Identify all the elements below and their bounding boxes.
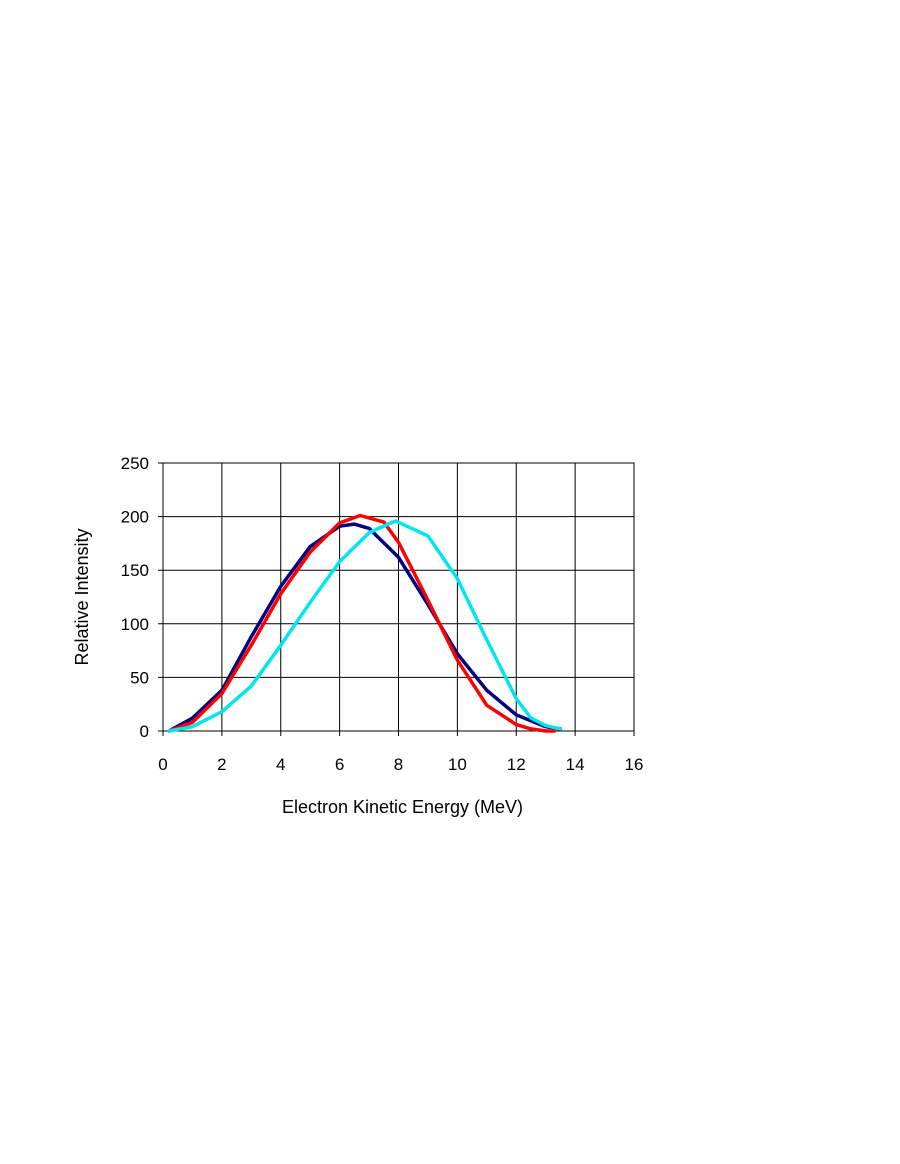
series-layer	[167, 513, 563, 733]
y-axis-label: Relative Intensity	[72, 528, 92, 665]
x-tick-label: 12	[507, 755, 526, 774]
x-tick-label: 0	[158, 755, 167, 774]
y-tick-label: 100	[121, 615, 149, 634]
x-tick-label: 2	[217, 755, 226, 774]
series-line-1	[167, 522, 563, 733]
y-tick-labels: 0 50 100 150 200 250	[121, 454, 149, 741]
y-tick-label: 50	[130, 668, 149, 687]
y-tick-label: 200	[121, 508, 149, 527]
plot-area	[162, 462, 635, 732]
x-tick-label: 4	[276, 755, 285, 774]
x-axis-label: Electron Kinetic Energy (MeV)	[282, 797, 523, 817]
x-tick-label: 6	[335, 755, 344, 774]
series-line-3	[167, 519, 563, 733]
y-tick-label: 250	[121, 454, 149, 473]
x-tick-labels: 0 2 4 6 8 10 12 14 16	[158, 755, 643, 774]
x-tick-label: 14	[566, 755, 585, 774]
gridlines	[158, 462, 635, 736]
y-tick-label: 0	[140, 722, 149, 741]
y-tick-label: 150	[121, 561, 149, 580]
x-tick-label: 10	[448, 755, 467, 774]
x-tick-label: 16	[625, 755, 644, 774]
x-tick-label: 8	[394, 755, 403, 774]
series-line-2	[167, 513, 557, 733]
